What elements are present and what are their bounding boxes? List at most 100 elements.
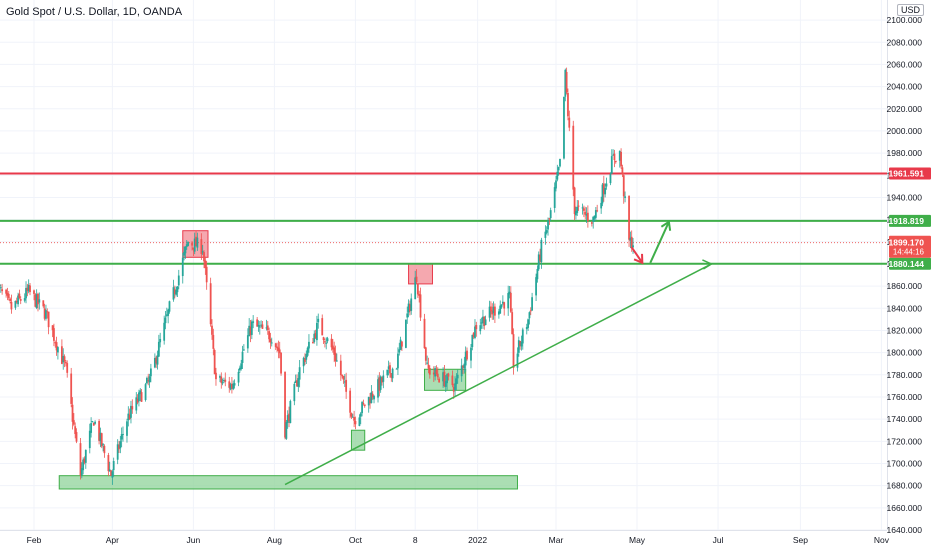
zones [59,231,517,489]
candle-body [428,365,430,369]
candle-body [157,355,159,364]
candle-body [454,383,456,390]
candle-body [325,343,327,344]
currency-badge[interactable]: USD [897,4,924,16]
candle-body [438,379,440,383]
candle-body [316,323,318,340]
candle-body [240,363,242,369]
candle-body [591,222,593,224]
candle-body [141,392,143,402]
candle-body [212,335,214,349]
candle-body [574,188,576,215]
y-tick-label: 1860.000 [887,281,923,291]
candle-body [182,258,184,276]
candle-body [178,276,180,286]
candle-body [416,277,418,282]
candle-body [615,161,617,162]
candle-body [317,319,319,322]
candle-body [66,363,68,373]
candle-body [364,404,366,406]
candle-body [289,401,291,423]
candle-body [494,307,496,316]
candle-body [336,360,338,361]
candle-body [111,471,113,477]
candle-body [576,207,578,213]
candle-body [406,313,408,317]
candle-body [268,331,270,339]
candle-body [436,370,438,374]
candle-body [57,347,59,352]
candle-body [466,351,468,360]
candle-body [547,220,549,229]
candle-body [558,167,560,170]
candle-body [396,369,398,370]
candle-body [556,172,558,180]
candle-body [102,444,104,445]
y-tick-label: 1700.000 [887,458,923,468]
candle-body [405,320,407,348]
candle-body [259,327,261,328]
x-tick-label: Jun [187,535,201,545]
candle-body [38,299,40,302]
x-tick-label: Mar [549,535,564,545]
candle-body [113,461,115,470]
candle-body [353,417,355,421]
candle-body [73,420,75,424]
y-tick-label: 1760.000 [887,392,923,402]
candle-body [455,378,457,384]
candle-body [554,187,556,208]
candle-body [351,413,353,417]
y-tick-label: 1800.000 [887,348,923,358]
candle-body [210,283,212,324]
candle-body [531,297,533,310]
candle-body [76,432,78,442]
candle-body [8,294,10,298]
candle-body [567,93,569,116]
trendline[interactable] [285,264,711,485]
candle-body [513,334,515,368]
candle-body [540,240,542,262]
candle-body [628,196,630,240]
candle-body [92,421,94,422]
candle-body [222,382,224,383]
y-tick-label: 1660.000 [887,503,923,513]
candle-body [243,349,245,350]
candle-body [131,406,133,409]
candle-body [555,180,557,188]
candles [0,68,634,485]
candle-body [20,299,22,301]
candle-body [307,348,309,356]
candle-body [158,342,160,357]
x-tick-label: Feb [27,535,42,545]
candle-body [359,417,361,426]
candle-body [572,126,574,190]
countdown-label: 14:44:16 [893,248,925,257]
x-tick-label: Apr [106,535,119,545]
candle-body [163,323,165,341]
candle-body [437,374,439,378]
candle-body [33,290,35,294]
candle-body [548,218,550,219]
candle-body [527,319,529,328]
candle-body [360,413,362,416]
candle-body [103,446,105,453]
horizontal-levels[interactable] [0,174,887,264]
drawings[interactable] [285,222,711,485]
y-tick-label: 1980.000 [887,148,923,158]
candle-body [363,403,365,404]
candle-body [90,423,92,433]
candle-body [85,450,87,463]
candle-body [1,289,3,291]
x-tick-label: 8 [413,535,418,545]
candle-body [126,421,128,435]
candle-body [550,210,552,218]
candle-body [389,365,391,373]
candle-body [220,377,222,383]
candle-body [267,325,269,330]
candle-body [622,167,624,173]
candle-body [206,267,208,282]
candle-body [614,154,616,160]
candle-body [18,294,20,298]
